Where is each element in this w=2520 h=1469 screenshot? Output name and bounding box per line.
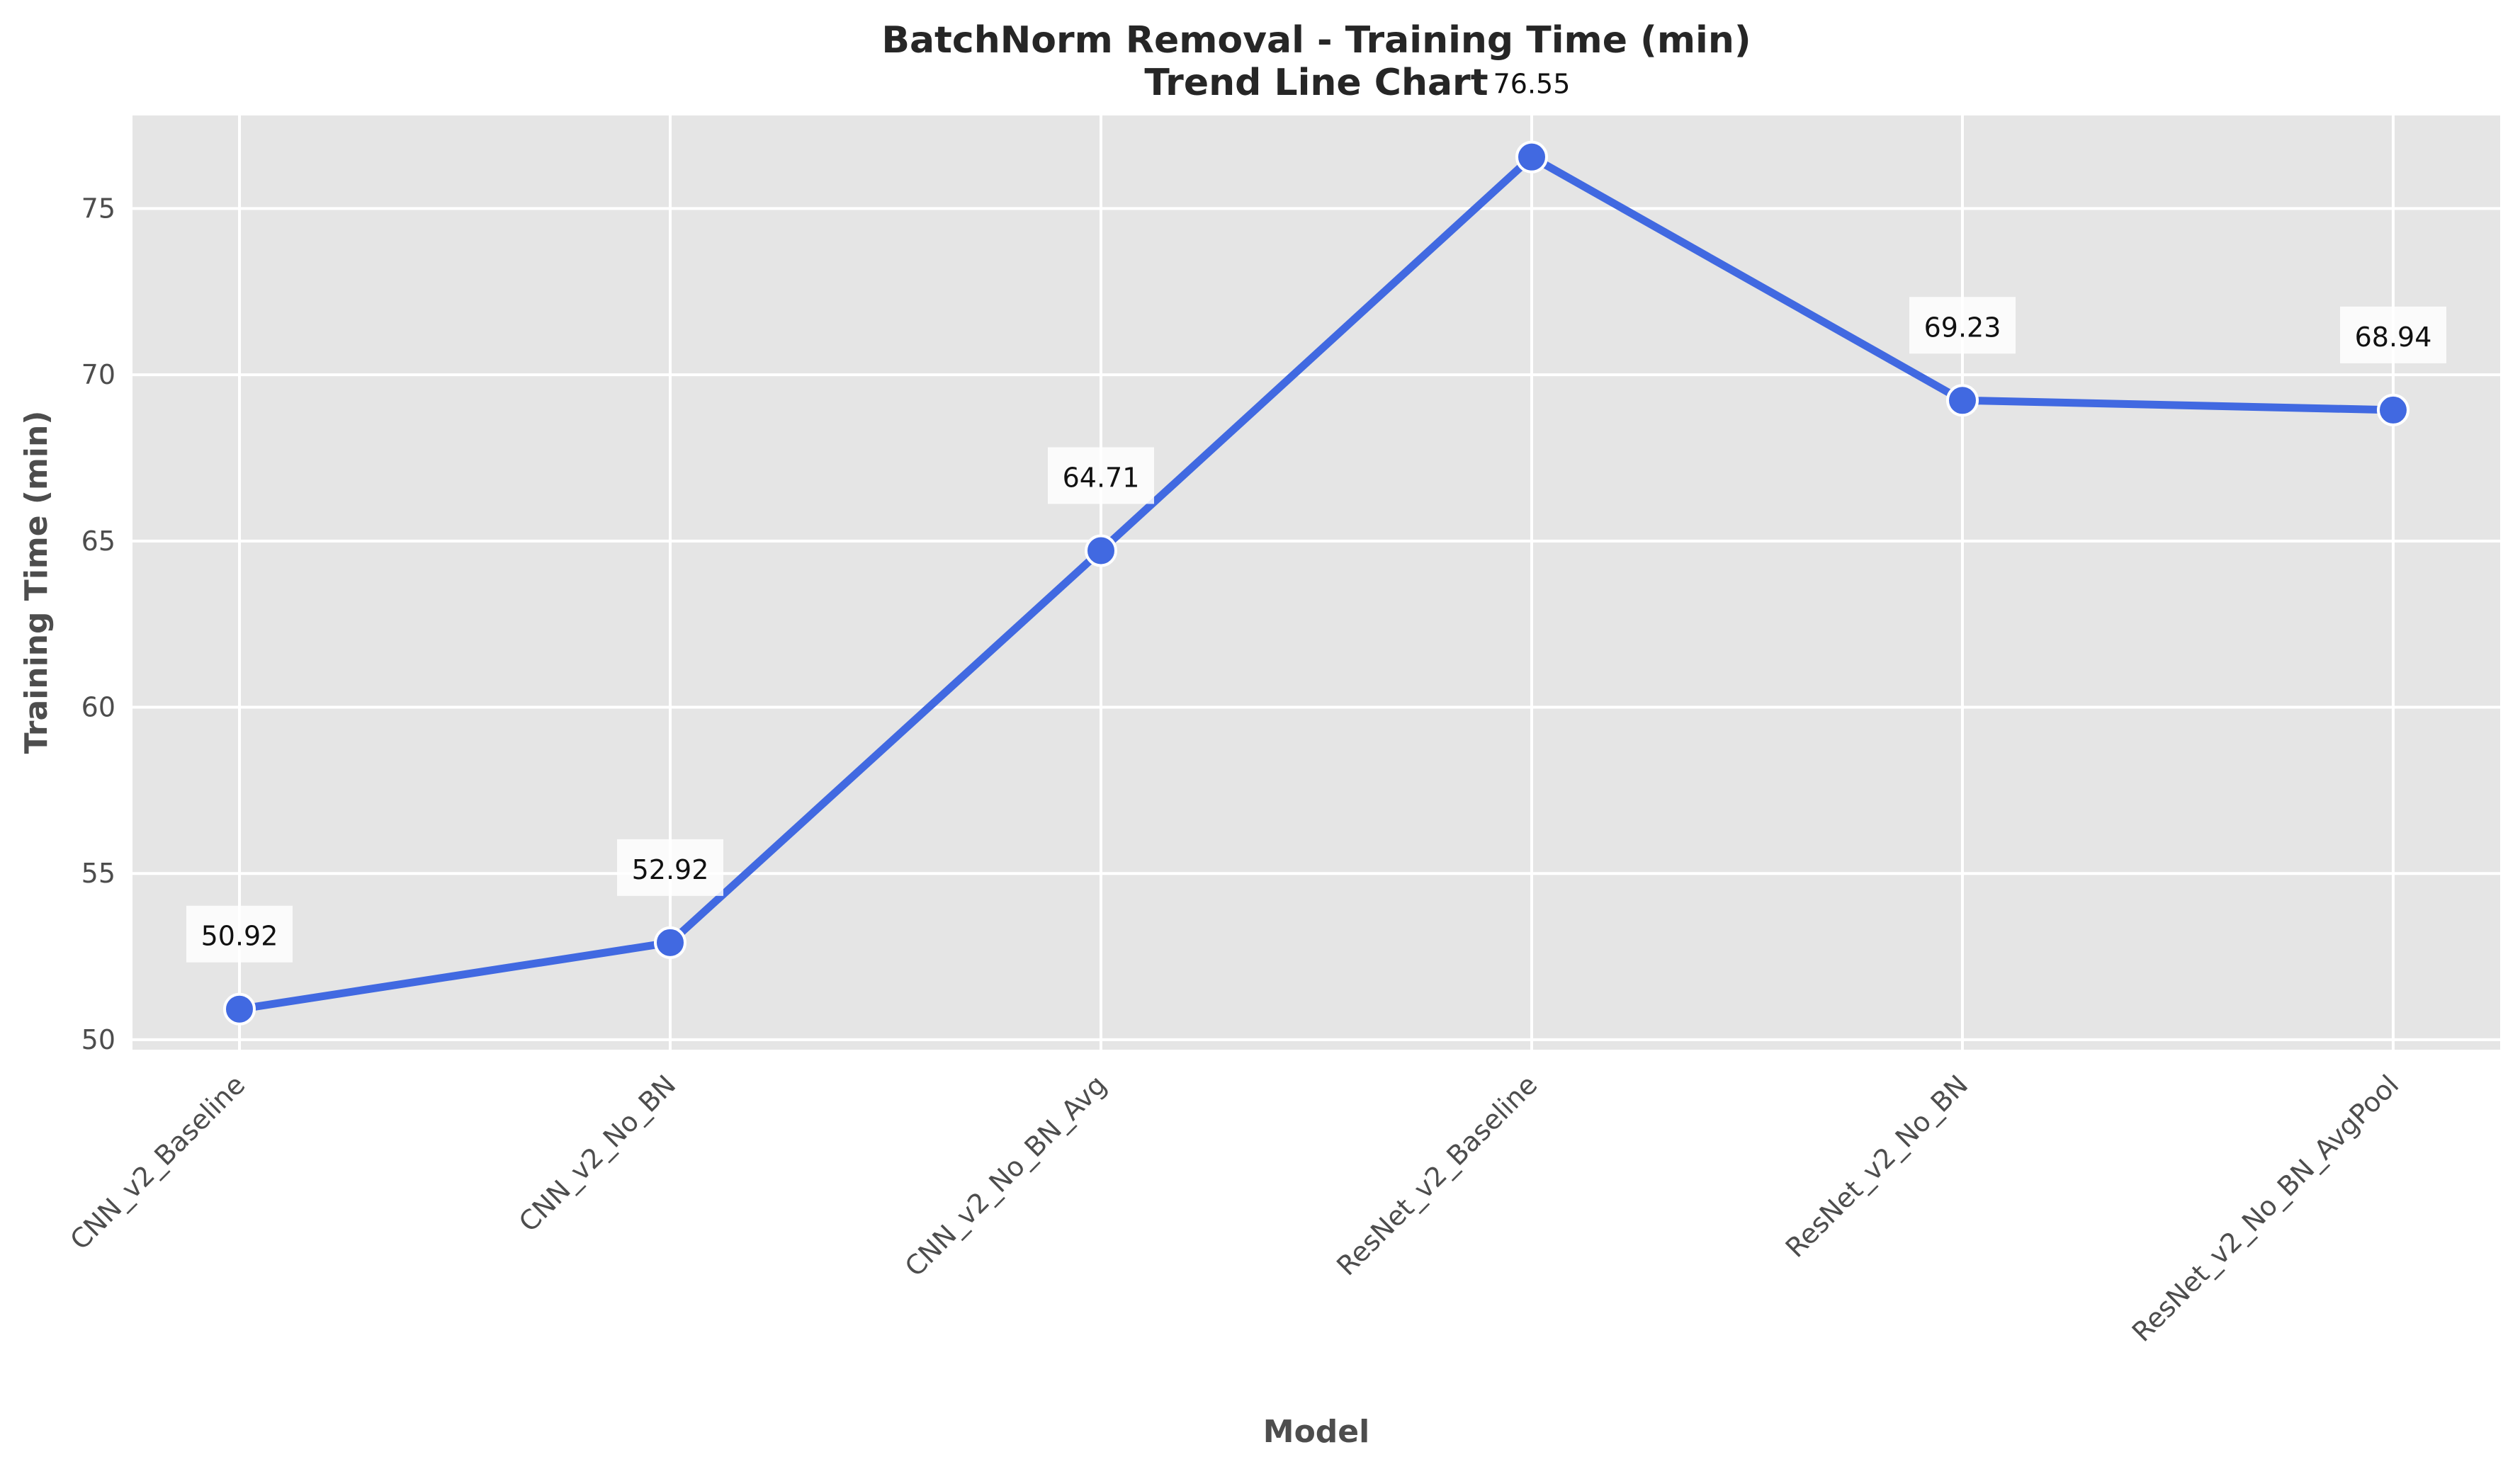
data-label: 69.23 [1924,312,2001,343]
data-labels: 50.92 52.92 64.71 76.55 69.23 68.94 [186,53,2446,963]
data-label: 64.71 [1063,462,1140,493]
data-point [2377,393,2409,426]
data-point [1946,384,1979,417]
chart-title: BatchNorm Removal - Training Time (min) [881,19,1751,62]
data-label: 52.92 [632,854,709,885]
plot-background [132,115,2500,1050]
data-label-box [617,839,723,896]
data-label: 68.94 [2355,322,2432,353]
x-tick-label: CNN_v2_No_BN_Avg [899,1069,1113,1283]
y-tick-label: 75 [81,193,115,224]
data-label-box [1048,447,1154,504]
y-tick-label: 50 [81,1024,115,1055]
data-label-box [1479,53,1585,110]
series-line [235,153,2397,1014]
chart-subtitle: Trend Line Chart [1144,62,1488,104]
data-label: 76.55 [1493,69,1571,100]
y-tick-label: 70 [81,359,115,390]
y-tick-label: 65 [81,526,115,557]
data-label: 50.92 [201,921,278,952]
series-markers [223,140,2409,1026]
data-label-box [2340,306,2446,363]
data-label-box [1909,297,2016,354]
y-grid [132,207,2500,1041]
y-tick-labels: 50 55 60 65 70 75 [81,193,115,1055]
x-tick-label: ResNet_v2_No_BN_AvgPool [2126,1069,2405,1347]
x-tick-label: CNN_v2_No_BN [513,1069,682,1237]
data-point [1515,140,1548,174]
data-label-box [186,905,293,963]
data-point [654,926,686,959]
data-point [1085,534,1117,567]
x-tick-labels: CNN_v2_Baseline CNN_v2_No_BN CNN_v2_No_BN_… [64,1069,2405,1347]
x-axis-label: Model [1263,1414,1369,1450]
y-tick-label: 60 [81,692,115,723]
x-tick-label: ResNet_v2_Baseline [1330,1069,1543,1281]
x-tick-label: ResNet_v2_No_BN [1780,1069,1974,1264]
data-point [223,992,256,1026]
x-grid [238,115,2395,1050]
y-tick-label: 55 [81,858,115,889]
y-axis-label: Training Time (min) [18,411,55,754]
x-tick-label: CNN_v2_Baseline [64,1069,251,1256]
